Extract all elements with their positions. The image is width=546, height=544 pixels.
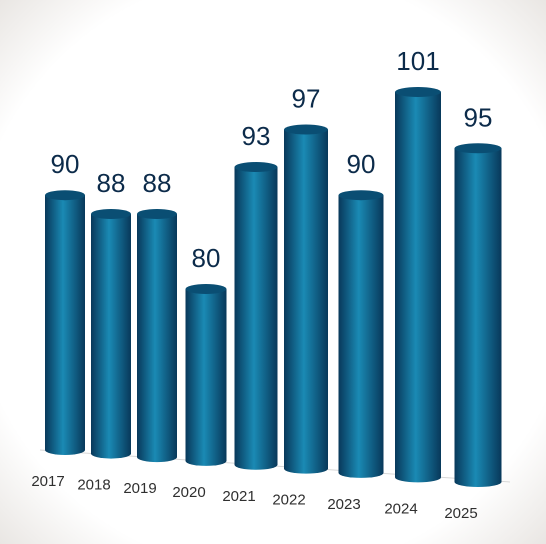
value-label-2022: 97 (292, 84, 321, 114)
value-labels-group: 90 88 88 80 93 97 90 101 95 (51, 46, 493, 273)
tick-label-2025: 2025 (444, 505, 477, 522)
value-label-2019: 88 (143, 168, 172, 198)
bar-cap-2021 (234, 162, 278, 173)
bar-cap-2022 (284, 124, 328, 135)
bar-body-2017 (45, 195, 85, 455)
value-label-2017: 90 (51, 149, 80, 179)
bar-body-2025 (454, 148, 502, 488)
bar-2023 (338, 190, 384, 478)
bar-2025 (454, 143, 502, 488)
bar-2019 (137, 208, 177, 463)
bar-body-2024 (395, 92, 441, 483)
tick-label-2017: 2017 (31, 473, 64, 490)
bar-2020 (185, 284, 227, 466)
value-label-2025: 95 (464, 102, 493, 132)
value-label-2024: 101 (396, 46, 439, 76)
tick-label-2019: 2019 (123, 480, 156, 497)
value-label-2021: 93 (242, 121, 271, 151)
bar-cap-2020 (185, 284, 227, 294)
bar-cap-2025 (454, 143, 502, 154)
bar-cap-2019 (137, 208, 177, 219)
bar-body-2020 (185, 289, 227, 466)
bar-2022 (284, 124, 328, 474)
tick-label-2023: 2023 (327, 496, 360, 513)
bars-group (45, 87, 502, 488)
tick-label-2022: 2022 (272, 492, 305, 509)
bar-cap-2024 (395, 87, 441, 97)
bar-body-2018 (91, 213, 131, 459)
bar-cap-2018 (91, 208, 131, 219)
tick-label-2020: 2020 (172, 484, 205, 501)
bar-body-2023 (338, 195, 384, 478)
bar-body-2019 (137, 213, 177, 463)
bar-2018 (91, 208, 131, 459)
bar-body-2021 (234, 167, 278, 470)
bar-2021 (234, 162, 278, 470)
tick-label-2018: 2018 (77, 477, 110, 494)
value-label-2018: 88 (97, 168, 126, 198)
bar-2024 (395, 87, 441, 483)
tick-label-2021: 2021 (222, 488, 255, 505)
tick-labels-group: 2017 2018 2019 2020 2021 2022 2023 2024 2025 (31, 473, 477, 522)
bar-cap-2023 (338, 190, 384, 201)
value-label-2023: 90 (347, 149, 376, 179)
bar-body-2022 (284, 129, 328, 474)
value-label-2020: 80 (192, 243, 221, 273)
bar-cap-2017 (45, 190, 85, 201)
bar-2017 (45, 190, 85, 455)
tick-label-2024: 2024 (384, 500, 417, 517)
